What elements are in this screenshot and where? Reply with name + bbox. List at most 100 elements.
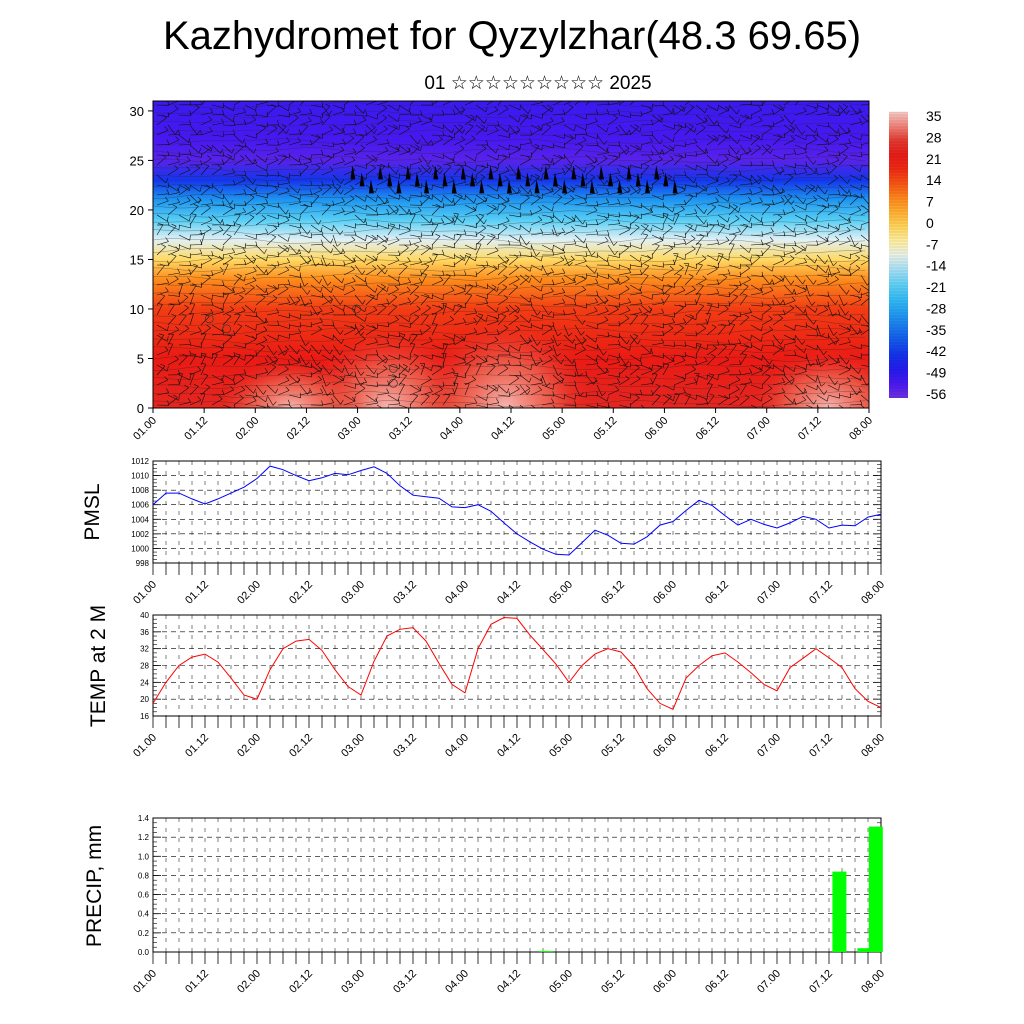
wind-barb (750, 304, 763, 307)
wind-barb (244, 394, 257, 397)
wind-barb (750, 314, 762, 321)
wind-barb (739, 397, 750, 406)
wind-barb (211, 344, 224, 349)
wind-barb-feather (534, 143, 540, 147)
wind-barb-feather (418, 157, 422, 162)
wind-barb-feather (277, 202, 279, 208)
wind-barb-feather (701, 324, 707, 329)
wind-barb (376, 107, 387, 116)
wind-barb (838, 404, 844, 408)
wind-barb (343, 400, 356, 406)
wind-barb (200, 294, 213, 300)
wind-barb-feather (550, 267, 554, 273)
wind-barb (673, 275, 682, 286)
wind-barb (640, 159, 653, 166)
wind-barb-feather (361, 335, 366, 340)
wind-barb-feather (309, 108, 313, 114)
wind-barb (442, 371, 455, 376)
wind-barb (750, 370, 763, 376)
wind-barb (684, 238, 696, 246)
wind-barb-feather (780, 189, 784, 195)
wind-barb (794, 399, 807, 406)
wind-barb (167, 358, 179, 366)
wind-barb-feather (550, 287, 554, 292)
wind-barb (211, 214, 221, 224)
wind-barb (178, 283, 184, 296)
wind-barb-feather (658, 155, 663, 160)
wind-barb (497, 384, 508, 394)
wind-barb (299, 384, 308, 395)
wind-barb (178, 160, 191, 166)
wind-barb-feather (236, 223, 241, 226)
wind-barb-feather (235, 353, 241, 356)
wind-barb (211, 270, 224, 276)
wind-barb (233, 290, 246, 296)
wind-barb (574, 394, 587, 398)
wind-barb-feather (286, 187, 290, 192)
wind-barb-feather (231, 248, 235, 253)
wind-barb-feather (285, 209, 289, 215)
wind-barb-feather (606, 108, 610, 114)
wind-barb (596, 319, 609, 326)
wind-barb-feather (871, 207, 872, 212)
wind-barb (552, 187, 563, 196)
wind-barb-feather (767, 385, 773, 389)
wind-barb (233, 147, 244, 156)
wind-barb (728, 287, 739, 296)
wind-barb-feather (648, 156, 653, 161)
wind-pennant (442, 172, 448, 187)
y-tick-label: 0.8 (138, 871, 150, 880)
wind-barb (277, 390, 290, 396)
wind-barb-feather (494, 336, 499, 341)
wind-barb-feather (187, 397, 191, 403)
wind-barb-feather (273, 125, 278, 129)
wind-barb (453, 181, 466, 186)
wind-barb-feather (664, 293, 670, 296)
wind-barb-feather (507, 127, 510, 133)
wind-barb (376, 213, 389, 216)
wind-barb-feather (812, 195, 817, 200)
wind-barb-feather (317, 375, 322, 380)
wind-barb (673, 354, 686, 358)
wind-barb-feather (272, 401, 277, 406)
wind-barb (376, 150, 389, 156)
wind-barb (343, 269, 355, 276)
wind-barb (794, 204, 806, 211)
wind-barb (530, 254, 542, 262)
wind-barb-feather (872, 131, 874, 136)
wind-barb (244, 174, 254, 185)
wind-barb (277, 380, 290, 386)
wind-barb-feather (332, 260, 335, 266)
wind-barb (695, 344, 708, 350)
wind-barb (387, 104, 399, 112)
wind-barb (541, 374, 547, 387)
wind-barb-feather (264, 249, 267, 254)
wind-barb-feather (199, 129, 203, 135)
wind-barb (310, 310, 323, 316)
wind-barb-feather (551, 107, 554, 113)
wind-barb (563, 334, 573, 344)
wind-barb-feather (384, 269, 388, 275)
wind-barb-feather (685, 393, 691, 395)
wind-barb (277, 182, 290, 186)
wind-barb-feather (360, 371, 365, 376)
wind-pennant (599, 165, 605, 180)
wind-barb (574, 324, 582, 336)
wind-barb (200, 313, 213, 316)
wind-barb-feather (223, 263, 229, 265)
wind-barb (288, 354, 299, 363)
wind-barb-feather (453, 305, 455, 311)
wind-barb-feather (688, 273, 694, 277)
wind-barb (431, 134, 445, 137)
wind-barb (640, 134, 654, 136)
wind-barb-feather (319, 317, 323, 323)
wind-barb-feather (642, 233, 648, 236)
wind-barb (860, 204, 869, 212)
wind-barb (629, 264, 642, 268)
wind-barb-feather (206, 95, 210, 98)
wind-barb-feather (194, 104, 200, 108)
wind-barb (244, 254, 254, 264)
wind-barb (860, 344, 869, 347)
wind-barb (508, 114, 519, 123)
